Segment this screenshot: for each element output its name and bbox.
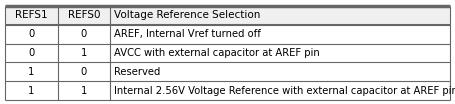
Bar (5, 81, 450, 100)
Text: Internal 2.56V Voltage Reference with external capacitor at AREF pin: Internal 2.56V Voltage Reference with ex… (114, 86, 455, 96)
Text: 1: 1 (28, 86, 35, 96)
Bar (5, 62, 450, 81)
Text: 0: 0 (28, 29, 35, 39)
Text: Voltage Reference Selection: Voltage Reference Selection (114, 10, 260, 20)
Text: AVCC with external capacitor at AREF pin: AVCC with external capacitor at AREF pin (114, 48, 320, 58)
Bar (5, 6, 450, 25)
Text: 0: 0 (81, 29, 87, 39)
Bar (5, 44, 450, 62)
Text: Reserved: Reserved (114, 67, 161, 77)
Text: 1: 1 (28, 67, 35, 77)
Text: 1: 1 (81, 48, 87, 58)
Text: 0: 0 (81, 67, 87, 77)
Text: REFS0: REFS0 (67, 10, 100, 20)
Text: 1: 1 (81, 86, 87, 96)
Bar (5, 25, 450, 44)
Text: AREF, Internal Vref turned off: AREF, Internal Vref turned off (114, 29, 261, 39)
Text: REFS1: REFS1 (15, 10, 48, 20)
Text: 0: 0 (28, 48, 35, 58)
